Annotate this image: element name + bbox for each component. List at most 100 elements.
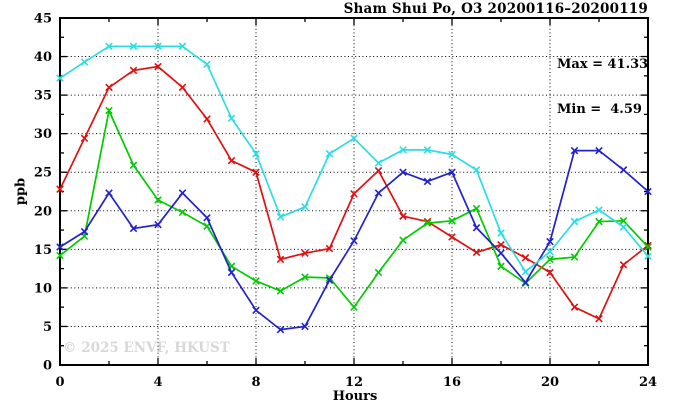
series-cyan-marker xyxy=(105,42,113,51)
series-red-marker xyxy=(227,156,236,165)
series-blue-marker xyxy=(325,276,334,284)
series-cyan-marker xyxy=(80,58,89,66)
series-cyan-marker xyxy=(350,134,358,143)
series-green-marker xyxy=(374,268,383,277)
series-cyan-marker xyxy=(252,149,260,158)
series-green-marker xyxy=(276,287,285,295)
series-green-marker xyxy=(644,243,652,251)
series-blue-marker xyxy=(56,243,64,251)
series-red-marker xyxy=(619,260,628,269)
series-blue-marker xyxy=(521,278,530,287)
chart-title: Sham Shui Po, O3 20200116–20200119 xyxy=(343,1,648,17)
series-blue-marker xyxy=(350,237,358,245)
series-blue-marker xyxy=(178,189,187,197)
max-value-label: Max = 41.33 xyxy=(557,57,649,72)
series-green-marker xyxy=(105,106,113,115)
series-cyan-marker xyxy=(203,60,211,69)
series-blue-marker xyxy=(497,249,505,257)
series-green-marker xyxy=(546,255,554,264)
x-axis-label: Hours xyxy=(332,389,378,404)
series-green-marker xyxy=(178,208,187,217)
series-blue-marker xyxy=(374,189,383,197)
x-tick-label: 4 xyxy=(153,375,162,390)
series-blue-marker xyxy=(644,187,652,196)
series-red-marker xyxy=(448,233,456,241)
series-green-marker xyxy=(252,277,260,285)
series-cyan-marker xyxy=(570,217,579,226)
series-red-marker xyxy=(178,83,187,92)
series-red-marker xyxy=(521,254,530,262)
series-blue-marker xyxy=(227,268,236,277)
x-tick-label: 16 xyxy=(443,375,461,390)
x-tick-label: 24 xyxy=(639,375,657,390)
y-tick-label: 40 xyxy=(34,50,52,65)
series-green-marker xyxy=(619,217,628,225)
series-blue-marker xyxy=(570,146,579,155)
series-green-marker xyxy=(448,217,456,225)
x-tick-label: 12 xyxy=(345,375,363,390)
y-tick-label: 45 xyxy=(34,12,52,27)
series-cyan-marker xyxy=(276,213,285,221)
series-cyan-marker xyxy=(325,149,334,158)
series-cyan-marker xyxy=(472,166,481,174)
series-green-marker xyxy=(56,251,64,260)
series-red-marker xyxy=(203,115,211,123)
series-red-marker xyxy=(154,62,162,71)
series-blue-marker xyxy=(252,306,260,315)
y-tick-label: 25 xyxy=(34,166,52,181)
series-red-marker xyxy=(595,314,603,323)
watermark: © 2025 ENVF, HKUST xyxy=(63,340,230,356)
series-red-marker xyxy=(497,240,505,249)
series-cyan-marker xyxy=(374,159,383,167)
series-blue-marker xyxy=(619,166,628,174)
y-tick-label: 15 xyxy=(34,243,52,258)
series-red-marker xyxy=(301,249,309,257)
series-green-marker xyxy=(129,161,138,170)
x-tick-label: 20 xyxy=(541,375,559,390)
series-green-marker xyxy=(570,253,579,261)
series-red-marker xyxy=(374,166,383,175)
series-blue-marker xyxy=(399,168,407,176)
y-axis-label: ppb xyxy=(13,177,29,206)
series-blue-marker xyxy=(154,220,162,229)
series-red-marker xyxy=(546,268,554,277)
series-blue-marker xyxy=(301,322,309,331)
series-red-marker xyxy=(399,212,407,220)
series-green-marker xyxy=(399,236,407,244)
y-tick-label: 10 xyxy=(34,281,52,296)
series-cyan-marker xyxy=(301,203,309,211)
series-red-marker xyxy=(105,83,113,92)
series-cyan-marker xyxy=(497,229,505,237)
series-cyan-marker xyxy=(644,252,652,261)
series-green-marker xyxy=(497,262,505,271)
x-tick-label: 8 xyxy=(251,375,260,390)
series-green-marker xyxy=(301,273,309,281)
series-cyan-marker xyxy=(546,247,554,256)
series-cyan-marker xyxy=(56,74,64,82)
series-red-marker xyxy=(472,248,481,257)
series-cyan-marker xyxy=(178,42,187,51)
series-cyan-marker xyxy=(448,150,456,159)
series-cyan-marker xyxy=(154,42,162,51)
y-tick-label: 30 xyxy=(34,127,52,142)
y-tick-label: 35 xyxy=(34,89,52,104)
series-blue-marker xyxy=(276,325,285,334)
y-tick-label: 20 xyxy=(34,204,52,219)
series-cyan-marker xyxy=(595,206,603,214)
series-cyan-marker xyxy=(423,146,432,154)
series-blue-marker xyxy=(129,224,138,233)
min-value-label: Min = 4.59 xyxy=(557,102,642,117)
series-blue-marker xyxy=(203,213,211,222)
series-red-marker xyxy=(570,303,579,311)
series-blue-marker xyxy=(80,227,89,236)
series-blue-marker xyxy=(423,177,432,186)
series-cyan-marker xyxy=(399,146,407,154)
series-cyan-marker xyxy=(521,267,530,276)
series-red-marker xyxy=(325,244,334,253)
series-blue-marker xyxy=(105,189,113,197)
series-green-marker xyxy=(595,217,603,226)
series-blue-marker xyxy=(595,146,603,155)
series-blue-marker xyxy=(472,223,481,232)
series-cyan-marker xyxy=(129,42,138,51)
